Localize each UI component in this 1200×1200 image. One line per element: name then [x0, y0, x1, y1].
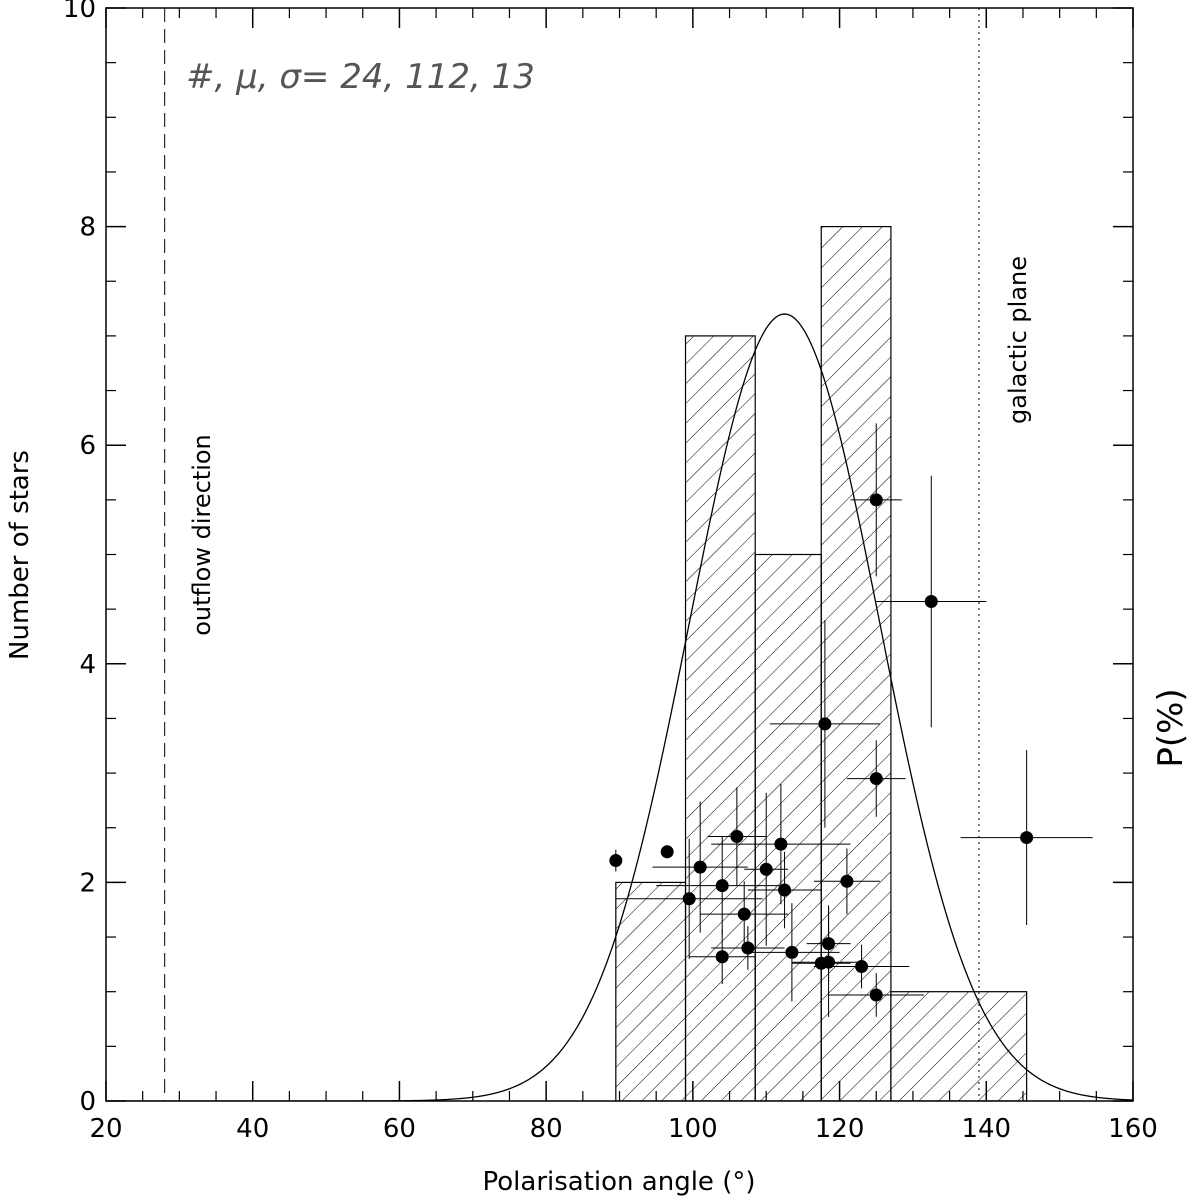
data-point-20	[869, 772, 883, 786]
outflow-direction-label: outflow direction	[188, 434, 216, 636]
x-axis-title: Polarisation angle (°)	[483, 1167, 756, 1197]
data-point-7	[737, 907, 751, 921]
x-tick-label-2: 60	[383, 1114, 416, 1144]
data-point-5	[715, 950, 729, 964]
galactic-plane-label: galactic plane	[1004, 256, 1032, 424]
data-point-2	[682, 892, 696, 906]
y-tick-label-4: 8	[79, 213, 96, 243]
data-point-22	[924, 594, 938, 608]
scatter-points	[609, 423, 1093, 1017]
data-point-18	[855, 960, 869, 974]
data-point-19	[869, 493, 883, 507]
histogram-bar-3	[820, 226, 892, 1101]
reference-lines	[164, 8, 980, 1101]
data-point-9	[759, 862, 773, 876]
y-tick-label-3: 6	[79, 431, 96, 461]
data-point-12	[785, 945, 799, 959]
x-tick-label-7: 160	[1108, 1114, 1158, 1144]
data-point-10	[774, 837, 788, 851]
x-tick-label-5: 120	[815, 1114, 865, 1144]
y2-axis-title: P(%)	[1151, 688, 1191, 767]
histogram-bar-1	[684, 335, 756, 1101]
axis-ticks: 20 40 60 80 100 120 140 160 0 2 4 6 8 10	[63, 0, 1158, 1144]
data-point-3	[693, 860, 707, 874]
data-point-6	[730, 829, 744, 843]
x-tick-label-0: 20	[89, 1114, 122, 1144]
data-point-21	[869, 988, 883, 1002]
histogram-bar-4	[890, 991, 1028, 1101]
data-point-0	[609, 854, 623, 868]
y-tick-label-0: 0	[79, 1087, 96, 1117]
data-point-17	[840, 874, 854, 888]
histogram	[615, 226, 1028, 1101]
data-point-11	[778, 883, 792, 897]
x-tick-label-6: 140	[961, 1114, 1011, 1144]
y-axis-title: Number of stars	[5, 450, 35, 660]
data-point-1	[660, 845, 674, 859]
x-tick-label-4: 100	[668, 1114, 718, 1144]
y-tick-label-2: 4	[79, 650, 96, 680]
x-tick-label-3: 80	[530, 1114, 563, 1144]
histogram-bar-2	[754, 553, 822, 1101]
y-tick-label-5: 10	[63, 0, 96, 24]
data-point-4	[715, 879, 729, 893]
x-tick-label-1: 40	[236, 1114, 269, 1144]
stats-annotation: #, μ, σ= 24, 112, 13	[186, 57, 535, 97]
gaussian-fit	[106, 313, 1133, 1101]
data-point-23	[1020, 831, 1034, 845]
data-point-16	[822, 955, 836, 969]
histogram-bar-0	[615, 881, 687, 1101]
y-tick-label-1: 2	[79, 868, 96, 898]
data-point-8	[741, 941, 755, 955]
data-point-14	[818, 717, 832, 731]
gaussian-curve	[106, 313, 1133, 1101]
